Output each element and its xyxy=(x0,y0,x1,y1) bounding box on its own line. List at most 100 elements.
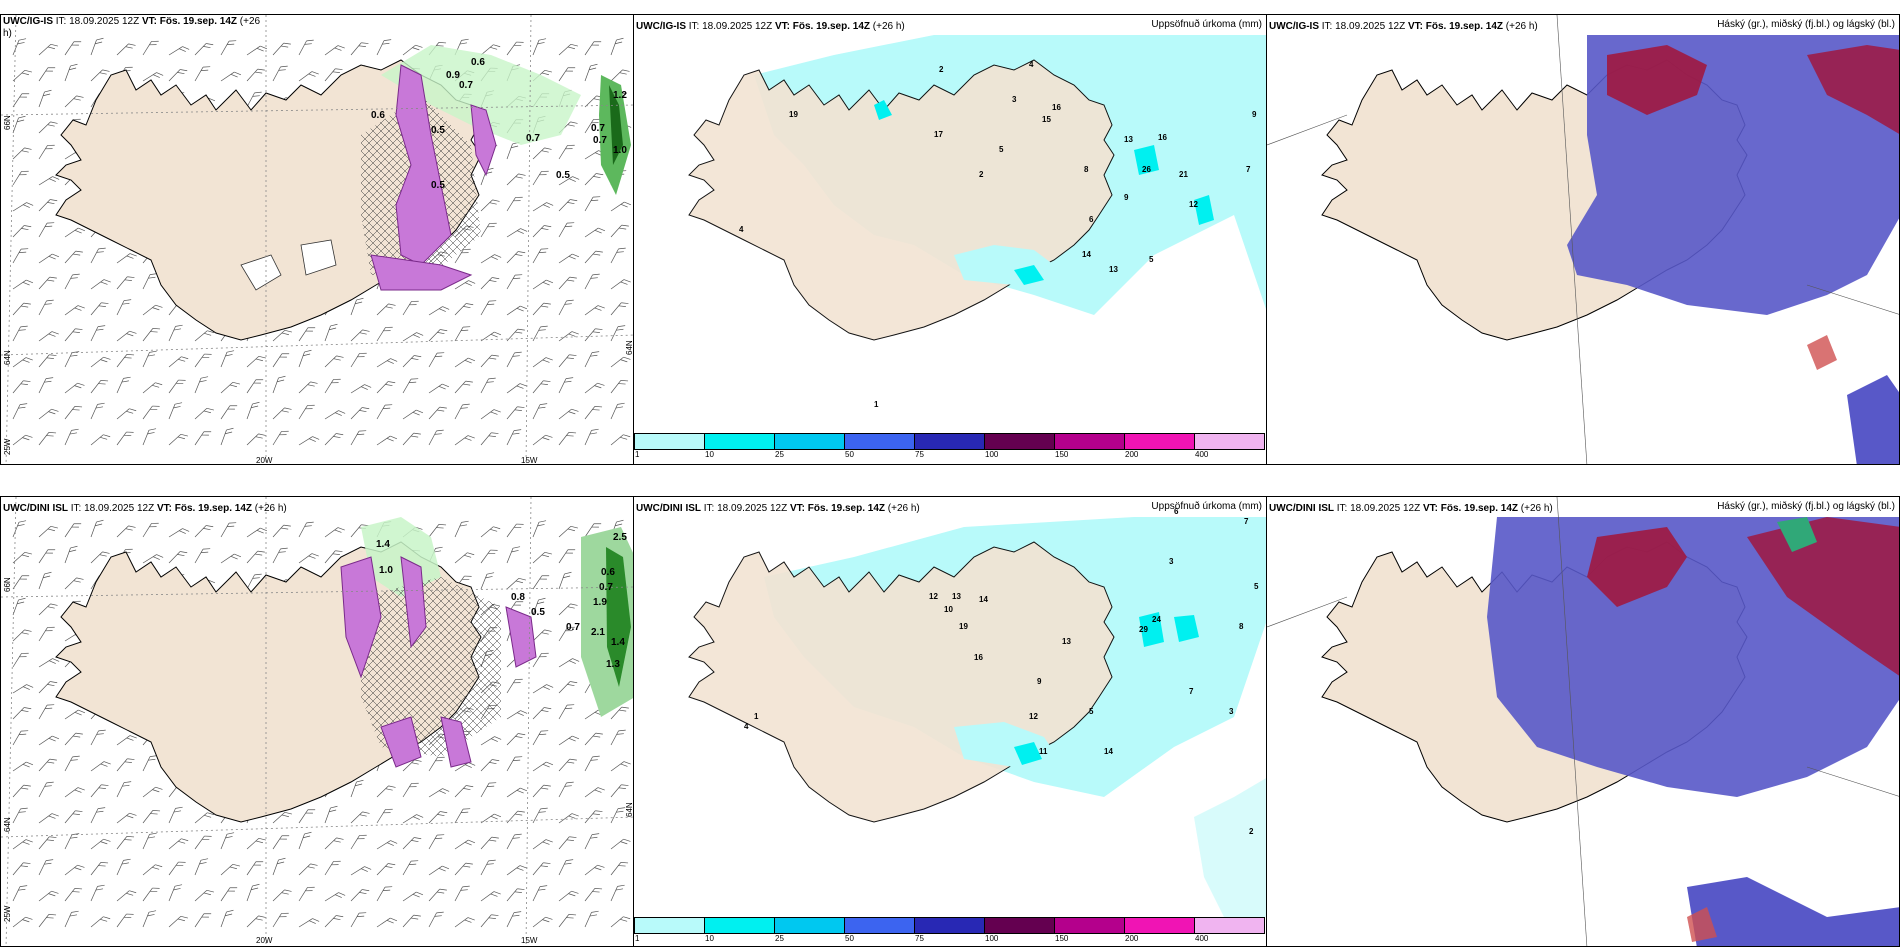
wind-barb xyxy=(142,348,157,370)
wind-barb xyxy=(584,784,606,803)
precip-label: 0.8 xyxy=(511,592,525,603)
wind-barb xyxy=(428,326,448,346)
wind-barb xyxy=(272,427,290,449)
wind-barb xyxy=(38,755,58,776)
wind-barb xyxy=(194,63,211,85)
wind-barb xyxy=(376,915,398,933)
wind-barb xyxy=(506,248,526,268)
wind-barb xyxy=(402,857,419,879)
wind-barb xyxy=(350,864,372,881)
wind-barb xyxy=(64,752,81,775)
accum-label: 1 xyxy=(874,400,879,409)
wind-barb xyxy=(246,525,268,543)
accum-label: 13 xyxy=(1109,265,1118,274)
wind-barb xyxy=(558,569,572,592)
lat-label-66: 66N xyxy=(3,577,12,592)
wind-barb xyxy=(90,276,112,295)
wind-barb xyxy=(610,400,625,422)
wind-barb xyxy=(584,807,603,828)
wind-barb xyxy=(64,884,83,906)
wind-barb xyxy=(168,835,189,854)
wind-barb xyxy=(506,520,524,541)
wind-barb xyxy=(506,575,527,594)
wind-barb xyxy=(12,377,31,398)
wind-barb xyxy=(480,833,500,854)
map-canvas xyxy=(688,517,1266,917)
wind-barb xyxy=(610,882,625,904)
wind-barb xyxy=(246,43,268,61)
panel-top-cloud: UWC/IG-IS IT: 18.09.2025 12Z VT: Fös. 19… xyxy=(1266,14,1900,465)
wind-barb xyxy=(246,65,266,86)
wind-barb xyxy=(428,520,447,542)
accum-label: 14 xyxy=(979,595,988,604)
wind-barb xyxy=(584,270,601,293)
lon-label-25: 25W xyxy=(3,438,12,455)
wind-barb xyxy=(558,678,578,698)
wind-barb xyxy=(558,778,575,801)
wind-barb xyxy=(64,348,80,370)
wind-barb xyxy=(428,403,448,424)
wind-barb xyxy=(454,882,471,905)
wind-barb xyxy=(506,348,523,371)
wind-barb xyxy=(64,520,82,541)
wind-barb xyxy=(480,779,497,801)
wind-barb xyxy=(90,354,111,373)
wind-barb xyxy=(480,546,498,567)
wind-barb xyxy=(90,299,109,320)
wind-barb xyxy=(90,758,112,777)
wind-barb xyxy=(38,656,60,673)
wind-barb xyxy=(532,572,550,593)
accum-label: 5 xyxy=(999,145,1004,154)
wind-barb xyxy=(194,856,209,878)
wind-barb xyxy=(350,909,367,931)
wind-barb xyxy=(610,726,627,749)
precip-label: 1.3 xyxy=(606,659,620,670)
wind-barb xyxy=(558,64,576,85)
map-canvas xyxy=(1,497,633,946)
wind-barb xyxy=(38,87,52,110)
wind-barb xyxy=(532,704,552,724)
wind-barb xyxy=(194,832,212,853)
model-name: UWC/IG-IS xyxy=(3,16,53,27)
wind-barb xyxy=(64,543,78,566)
wind-barb xyxy=(142,302,163,321)
wind-barb xyxy=(142,806,161,828)
colorbar-tick: 50 xyxy=(845,450,854,459)
colorbar-segment xyxy=(774,917,845,934)
wind-barb xyxy=(558,733,580,751)
accum-label: 5 xyxy=(1089,707,1094,716)
wind-barb xyxy=(454,355,476,373)
precip-label: 0.7 xyxy=(566,622,580,633)
wind-barb xyxy=(38,523,59,542)
wind-barb xyxy=(116,778,132,800)
wind-barb xyxy=(142,324,161,346)
wind-barb xyxy=(376,883,393,905)
wind-barb xyxy=(12,144,32,164)
wind-barb xyxy=(194,910,212,931)
precip-label: 1.0 xyxy=(613,145,627,156)
wind-barb xyxy=(532,727,549,749)
map-canvas xyxy=(1267,15,1899,464)
wind-barb xyxy=(506,708,528,725)
precip-label: 0.7 xyxy=(459,80,473,91)
wind-barb xyxy=(610,199,632,217)
wind-barb xyxy=(428,304,450,321)
wind-barb xyxy=(376,860,396,880)
wind-barb xyxy=(480,374,497,397)
colorbar-tick: 1 xyxy=(635,450,640,459)
wind-barb xyxy=(584,38,602,59)
wind-barb xyxy=(506,807,526,828)
wind-barb xyxy=(142,519,160,541)
wind-barb xyxy=(558,833,577,854)
lon-label-15: 15W xyxy=(521,456,538,465)
wind-barb xyxy=(532,245,549,267)
wind-barb xyxy=(584,225,606,243)
wind-barb xyxy=(194,327,215,346)
wind-barb xyxy=(38,701,55,723)
wind-barb xyxy=(246,353,267,372)
wind-barb xyxy=(584,862,605,881)
wind-barb xyxy=(38,910,57,932)
wind-barb xyxy=(558,41,579,60)
wind-barb xyxy=(584,348,600,370)
wind-barb xyxy=(376,782,396,802)
